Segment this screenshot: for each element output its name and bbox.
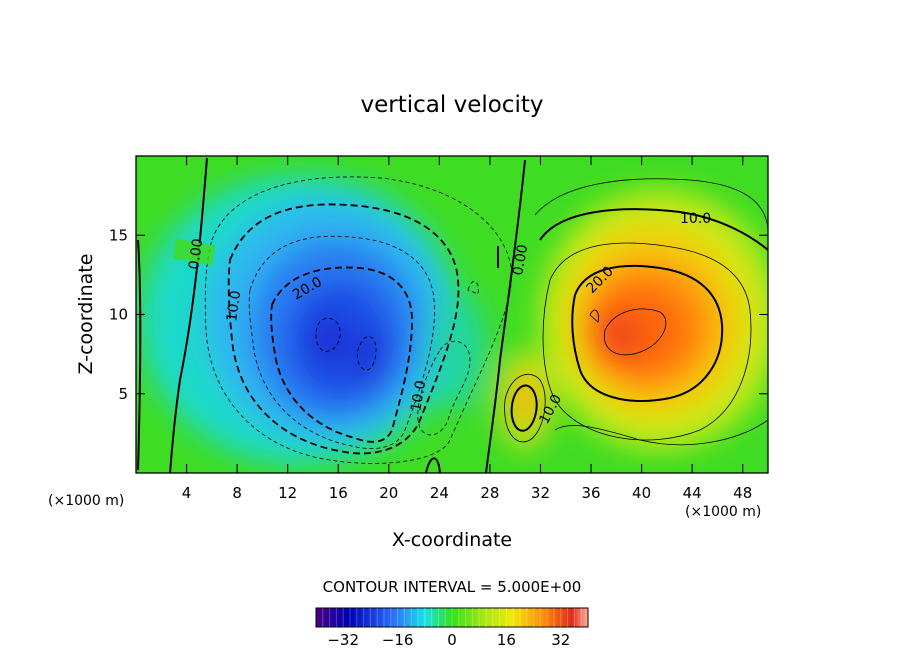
colorbar-tick-label: −16 — [382, 631, 414, 649]
colorbar-tick-label: 32 — [551, 631, 570, 649]
colorbar-ticks: −32 −16 0 16 32 — [327, 631, 570, 649]
colorbar-tick-label: 16 — [497, 631, 516, 649]
y-axis-ticks: 5 10 15 — [109, 226, 768, 403]
contour-label: 10.0 — [224, 289, 244, 322]
y-axis-unit: (×1000 m) — [48, 493, 124, 509]
contour-label: 0.00 — [186, 237, 206, 270]
velocity-field — [136, 156, 768, 473]
colorbar-tick-label: 0 — [447, 631, 457, 649]
contour-lines — [137, 157, 768, 473]
chart-title: vertical velocity — [361, 92, 544, 118]
x-tick-label: 36 — [581, 484, 600, 502]
contour-label: 10.0 — [408, 379, 429, 412]
colorbar-tick-label: −32 — [327, 631, 359, 649]
x-axis-ticks: 4 8 12 16 20 24 28 32 36 40 44 48 — [182, 156, 752, 502]
x-tick-label: 28 — [480, 484, 499, 502]
y-tick-label: 10 — [109, 306, 128, 324]
x-axis-unit: (×1000 m) — [685, 504, 761, 520]
x-tick-label: 32 — [531, 484, 550, 502]
x-tick-label: 40 — [632, 484, 651, 502]
x-axis-label: X-coordinate — [392, 529, 512, 551]
colorbar-stripes — [322, 608, 582, 627]
y-tick-label: 5 — [118, 385, 128, 403]
x-tick-label: 12 — [278, 484, 297, 502]
x-tick-label: 24 — [430, 484, 449, 502]
x-tick-label: 8 — [232, 484, 242, 502]
y-tick-label: 15 — [109, 226, 128, 244]
contour-interval-note: CONTOUR INTERVAL = 5.000E+00 — [323, 578, 582, 596]
contour-label: 0.00 — [510, 243, 531, 276]
y-axis-label: Z-coordinate — [75, 254, 97, 375]
x-tick-label: 48 — [733, 484, 752, 502]
colorbar-gradient — [315, 607, 589, 628]
x-tick-label: 44 — [683, 484, 702, 502]
x-tick-label: 16 — [329, 484, 348, 502]
x-tick-label: 20 — [379, 484, 398, 502]
x-tick-label: 4 — [182, 484, 192, 502]
contour-label: 10.0 — [680, 211, 711, 227]
colorbar: −32 −16 0 16 32 — [315, 607, 589, 649]
